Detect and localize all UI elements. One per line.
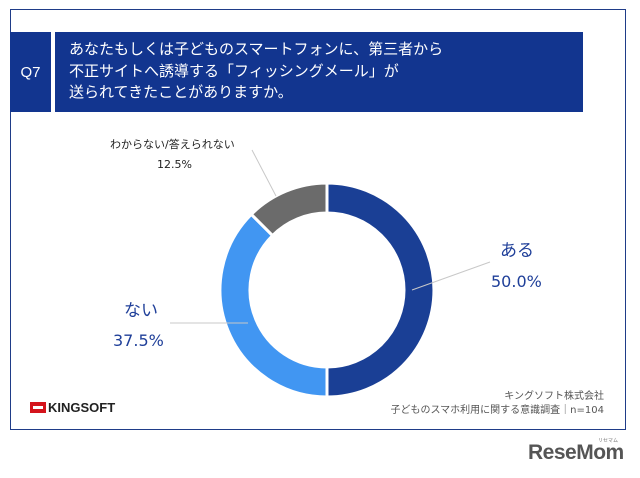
source-survey: 子どものスマホ利用に関する意識調査｜n=104 bbox=[390, 405, 604, 416]
source-company: キングソフト株式会社 bbox=[504, 391, 604, 402]
question-line-1: あなたもしくは子どものスマートフォンに、第三者から bbox=[69, 40, 444, 58]
question-number: Q7 bbox=[20, 63, 41, 81]
leader-line-unknown bbox=[251, 149, 277, 197]
question-box: あなたもしくは子どものスマートフォンに、第三者から 不正サイトへ誘導する「フィッ… bbox=[55, 32, 583, 112]
slice-yes bbox=[325, 181, 436, 399]
label-value-unknown: 12.5% bbox=[157, 158, 192, 171]
label-category-yes: ある bbox=[500, 241, 534, 261]
kingsoft-logo-mark-icon bbox=[30, 402, 46, 413]
source-note: キングソフト株式会社 子どものスマホ利用に関する意識調査｜n=104 bbox=[390, 390, 604, 418]
slice-unknown bbox=[249, 181, 329, 238]
kingsoft-logo: KINGSOFT bbox=[30, 400, 115, 415]
slice-no bbox=[218, 212, 329, 399]
leader-line-yes bbox=[411, 261, 491, 291]
question-line-3: 送られてきたことがありますか。 bbox=[69, 83, 293, 101]
label-category-unknown: わからない/答えられない bbox=[110, 138, 235, 151]
label-category-no: ない bbox=[124, 301, 158, 321]
question-number-badge: Q7 bbox=[10, 32, 51, 112]
label-value-no: 37.5% bbox=[113, 331, 164, 350]
label-value-yes: 50.0% bbox=[491, 272, 542, 291]
resemom-watermark-sub: リセマム bbox=[598, 438, 619, 444]
question-line-2: 不正サイトへ誘導する「フィッシングメール」が bbox=[69, 61, 399, 80]
resemom-watermark: ReseMom bbox=[528, 441, 624, 464]
kingsoft-logo-text: KINGSOFT bbox=[48, 400, 116, 415]
